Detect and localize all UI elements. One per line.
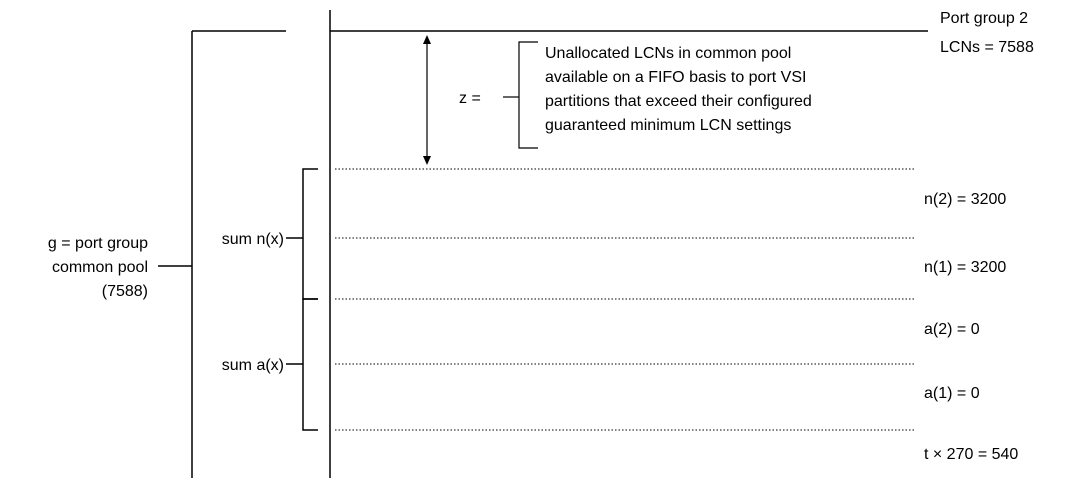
level-label-a2: a(2) = 0 bbox=[924, 321, 980, 338]
z-description-line-4: guaranteed minimum LCN settings bbox=[545, 117, 791, 134]
pool-label-line-1: g = port group bbox=[48, 235, 148, 252]
sum-n-label: sum n(x) bbox=[222, 231, 284, 248]
z-double-arrow bbox=[423, 35, 431, 165]
z-label: z = bbox=[459, 90, 481, 107]
z-bracket bbox=[503, 41, 538, 149]
level-label-a1: a(1) = 0 bbox=[924, 385, 980, 402]
z-description-line-3: partitions that exceed their configured bbox=[545, 93, 812, 110]
level-label-t: t × 270 = 540 bbox=[924, 446, 1018, 463]
z-description-line-2: available on a FIFO basis to port VSI bbox=[545, 69, 806, 86]
z-description-line-1: Unallocated LCNs in common pool bbox=[545, 45, 791, 62]
pool-label-line-3: (7588) bbox=[102, 283, 148, 300]
port-group-lcns: LCNs = 7588 bbox=[940, 39, 1034, 56]
pool-bracket bbox=[158, 30, 286, 478]
sum-a-label: sum a(x) bbox=[222, 357, 284, 374]
level-label-n2: n(2) = 3200 bbox=[924, 191, 1006, 208]
level-lines bbox=[335, 168, 916, 431]
sum-n-bracket bbox=[286, 168, 318, 300]
pool-label-line-2: common pool bbox=[52, 259, 148, 276]
sum-a-bracket bbox=[286, 298, 318, 431]
port-group-title: Port group 2 bbox=[940, 10, 1028, 27]
level-label-n1: n(1) = 3200 bbox=[924, 259, 1006, 276]
